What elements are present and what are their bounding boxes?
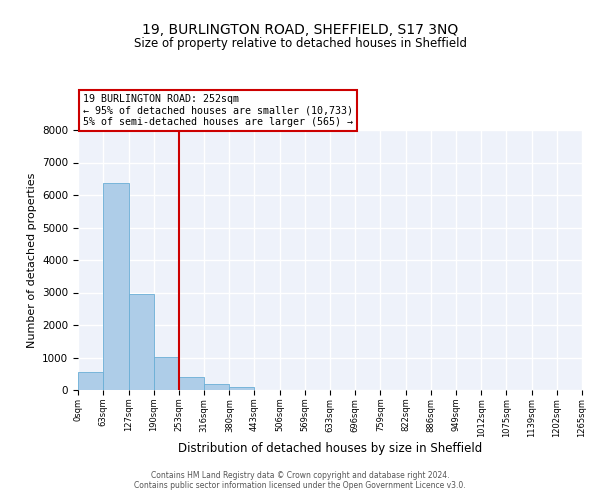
Text: Contains HM Land Registry data © Crown copyright and database right 2024.
Contai: Contains HM Land Registry data © Crown c…: [134, 470, 466, 490]
Text: Size of property relative to detached houses in Sheffield: Size of property relative to detached ho…: [133, 38, 467, 51]
Text: 19, BURLINGTON ROAD, SHEFFIELD, S17 3NQ: 19, BURLINGTON ROAD, SHEFFIELD, S17 3NQ: [142, 22, 458, 36]
Bar: [103, 182, 128, 390]
Bar: [78, 372, 103, 390]
Bar: [204, 384, 229, 390]
Text: 19 BURLINGTON ROAD: 252sqm
← 95% of detached houses are smaller (10,733)
5% of s: 19 BURLINGTON ROAD: 252sqm ← 95% of deta…: [83, 94, 353, 128]
Bar: [229, 387, 254, 390]
Y-axis label: Number of detached properties: Number of detached properties: [26, 172, 37, 348]
Bar: [128, 294, 154, 390]
X-axis label: Distribution of detached houses by size in Sheffield: Distribution of detached houses by size …: [178, 442, 482, 455]
Bar: [154, 357, 179, 390]
Bar: [179, 378, 204, 390]
